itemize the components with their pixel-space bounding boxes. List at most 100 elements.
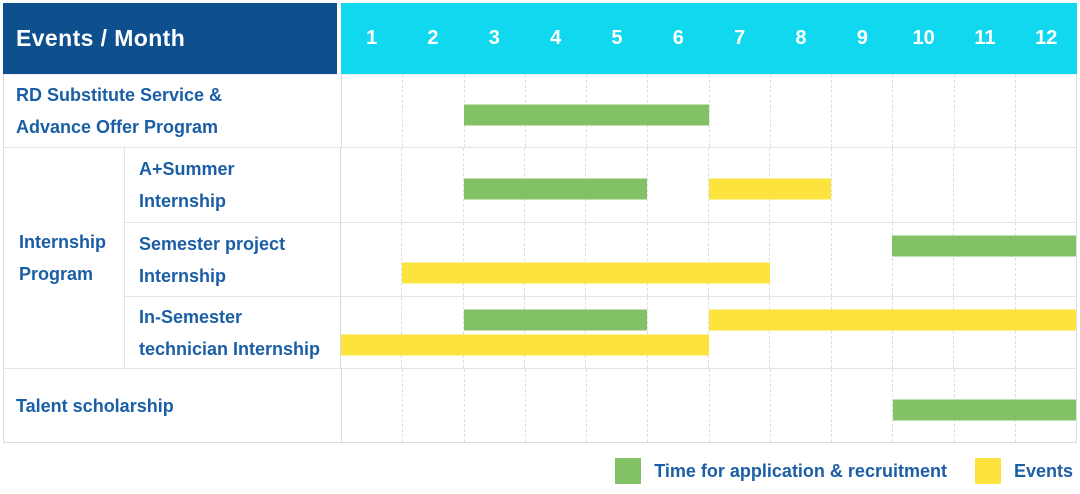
month-grid-cell [647, 369, 708, 442]
month-grid-cell [646, 297, 708, 368]
row-label-talent-scholarship: Talent scholarship [4, 369, 342, 442]
chart-area-in-semester-technician-internship [341, 297, 1076, 368]
gantt-bar-event [402, 262, 770, 284]
month-header-4: 4 [550, 27, 562, 49]
table-body: RD Substitute Service & Advance Offer Pr… [3, 74, 1077, 443]
month-grid-cell [341, 297, 401, 368]
month-grid-cell [830, 223, 892, 296]
month-grid-cell [401, 148, 462, 222]
month-grid-cell [707, 223, 769, 296]
month-grid-cell [401, 223, 462, 296]
gantt-bar-application [463, 309, 648, 331]
month-grid-cell [707, 148, 769, 222]
month-header-9: 9 [856, 27, 868, 49]
table-row-in-semester-technician-internship: In-Semester technician Internship [125, 296, 1076, 368]
row-label-line: Talent scholarship [16, 395, 174, 416]
gantt-bar-event [708, 309, 1076, 331]
month-header-5: 5 [611, 27, 623, 49]
events-swatch-icon [974, 458, 1001, 484]
row-label-rd-substitute-service: RD Substitute Service & Advance Offer Pr… [4, 75, 342, 147]
month-header-8: 8 [795, 27, 807, 49]
row-label-in-semester-technician-internship: In-Semester technician Internship [125, 297, 341, 368]
month-grid-cell [831, 369, 892, 442]
table-row-talent-scholarship: Talent scholarship [4, 368, 1076, 442]
month-grid-cell [463, 75, 525, 147]
month-grid-cell [953, 148, 1014, 222]
month-grid-cell [1014, 148, 1076, 222]
month-grid-cell [401, 297, 462, 368]
table-row-rd-substitute-service: RD Substitute Service & Advance Offer Pr… [4, 75, 1076, 147]
chart-area-talent-scholarship [342, 369, 1076, 442]
month-grid-cell [1014, 297, 1076, 368]
month-grid-cell [462, 297, 524, 368]
row-label-line: Semester project [139, 233, 286, 254]
chart-area-a-plus-summer-internship [341, 148, 1076, 222]
row-label-line: Internship [139, 265, 227, 286]
gantt-bar-application [892, 235, 1076, 257]
month-grid-cell [953, 297, 1014, 368]
table-row-semester-project-internship: Semester project Internship [125, 222, 1076, 296]
legend-item-application-recruitment: Time for application & recruitment [615, 458, 947, 484]
month-grid-cell [953, 75, 1015, 147]
events-month-table: Events / Month 1 2 3 4 5 6 7 8 9 10 11 12 RD Substi… [3, 3, 1077, 443]
row-label-semester-project-internship: Semester project Internship [125, 223, 341, 296]
month-header-12: 12 [1035, 27, 1058, 49]
chart-area-rd-substitute-service [342, 75, 1076, 147]
month-header-3: 3 [488, 27, 500, 49]
month-grid-cell [342, 369, 402, 442]
month-grid-cell [708, 75, 770, 147]
month-header-1: 1 [366, 27, 378, 49]
corner-header-label: Events / Month [16, 25, 186, 51]
month-header-10: 10 [912, 27, 935, 49]
month-grid-cell [585, 297, 646, 368]
table-row-a-plus-summer-internship: A+Summer Internship [125, 148, 1076, 222]
gantt-bar-application [464, 104, 709, 126]
month-grid-cell [707, 297, 769, 368]
internship-program-group: Internship Program A+Summer Internship S… [4, 147, 1076, 368]
internship-program-rows: A+Summer Internship Semester project Int… [125, 148, 1076, 368]
row-label-line: technician Internship [139, 338, 321, 359]
row-label-line: Advance Offer Program [16, 117, 219, 137]
month-grid-cell [831, 75, 892, 147]
month-grid-cell [402, 369, 463, 442]
month-grid-cell [1014, 223, 1076, 296]
month-grid-cell [769, 75, 831, 147]
group-label-internship-program: Internship Program [4, 148, 125, 368]
corner-header-cell: Events / Month [3, 3, 337, 74]
month-grid-cell [463, 369, 525, 442]
month-grid-cell [953, 223, 1014, 296]
month-grid-cell [462, 223, 524, 296]
legend-label: Time for application & recruitment [654, 460, 947, 481]
legend-label: Events [1013, 460, 1073, 481]
month-grid-cell [462, 148, 524, 222]
month-grid-cell [891, 148, 953, 222]
month-grid-cell [1014, 75, 1076, 147]
month-grid-cell [402, 75, 463, 147]
month-grid-cell [769, 369, 831, 442]
month-grid-cell [891, 297, 953, 368]
legend-item-events: Events [974, 458, 1073, 484]
month-header-11: 11 [974, 27, 996, 49]
group-label-line: Internship [19, 232, 107, 252]
month-grid-cell [586, 369, 647, 442]
group-label-line: Program [19, 264, 94, 284]
month-header-6: 6 [672, 27, 684, 49]
month-grid-cell [830, 148, 892, 222]
month-grid-cell [523, 297, 585, 368]
month-grid-cell [646, 223, 708, 296]
month-grid-cell [523, 223, 585, 296]
month-grid-cell [524, 369, 586, 442]
month-grid-cell [646, 148, 708, 222]
month-grid-cell [342, 75, 402, 147]
gantt-bar-event [341, 334, 709, 356]
gantt-bar-application [892, 399, 1076, 421]
month-grid-cell [891, 223, 953, 296]
month-grid-cell [708, 369, 770, 442]
chart-area-semester-project-internship [341, 223, 1076, 296]
month-grid-cell [830, 297, 892, 368]
table-header-row: Events / Month 1 2 3 4 5 6 7 8 9 10 11 12 [3, 3, 1077, 74]
row-label-line: RD Substitute Service & [16, 85, 223, 105]
gantt-chart-page: Events / Month 1 2 3 4 5 6 7 8 9 10 11 12 RD Substi… [3, 3, 1077, 484]
row-label-line: A+Summer [139, 159, 235, 179]
month-header-2: 2 [427, 27, 439, 49]
